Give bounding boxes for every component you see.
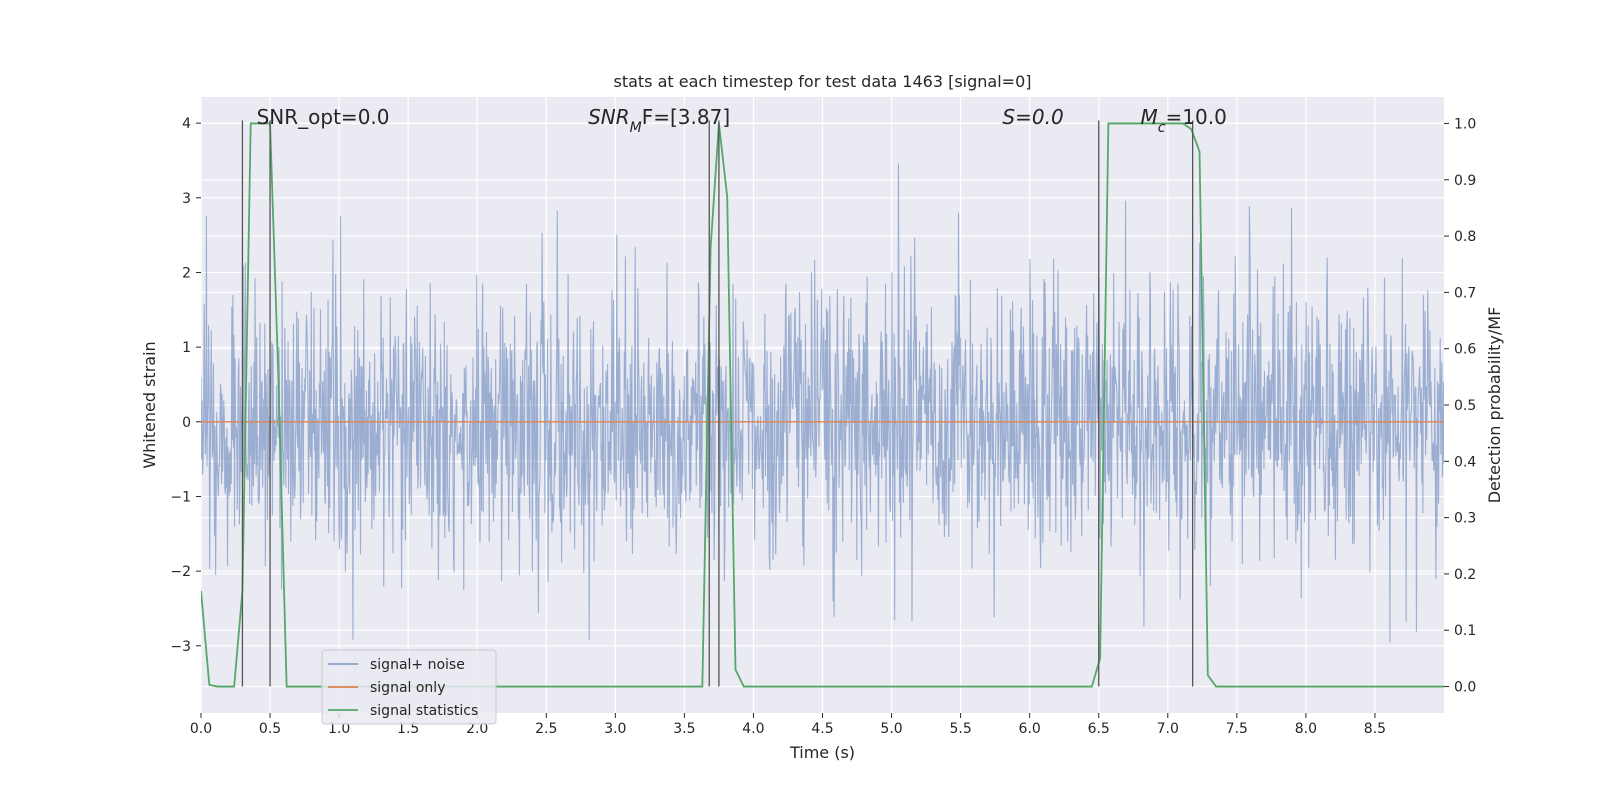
series-signal-noise (201, 163, 1444, 643)
x-tick-label: 3.0 (604, 721, 626, 737)
annotation-text: Mc=10.0 (1141, 105, 1227, 136)
y2-axis-label: Detection probability/MF (1485, 307, 1504, 504)
x-axis-label: Time (s) (789, 743, 855, 762)
x-tick-label: 1.5 (397, 721, 419, 737)
x-tick-label: 5.0 (880, 721, 902, 737)
chart-title: stats at each timestep for test data 146… (613, 72, 1031, 91)
y2-tick-label: 0.7 (1454, 285, 1476, 301)
annotation-text: S=0.0 (1002, 105, 1063, 129)
y2-tick-label: 0.4 (1454, 454, 1476, 470)
y-tick-label: 4 (182, 116, 191, 132)
x-tick-label: 1.0 (328, 721, 350, 737)
annotation-text: SNRMF=[3.87] (588, 105, 730, 136)
y-tick-label: 3 (182, 191, 191, 207)
x-tick-label: 5.5 (949, 721, 971, 737)
y2-tick-label: 0.6 (1454, 342, 1476, 358)
y-tick-label: 0 (182, 415, 191, 431)
y-tick-label: −3 (170, 639, 191, 655)
x-tick-label: 2.5 (535, 721, 557, 737)
x-tick-label: 7.0 (1157, 721, 1179, 737)
axes: 0.0 0.5 1.0 1.5 2.0 2.5 3.0 3.5 4.0 4.5 5.0 5.5 6.0 6… (170, 116, 1476, 737)
legend-label: signal statistics (370, 703, 478, 719)
legend-label: signal only (370, 680, 445, 696)
x-tick-label: 0.0 (190, 721, 212, 737)
y2-tick-label: 0.1 (1454, 623, 1476, 639)
annotation-text: SNR_opt=0.0 (257, 105, 390, 129)
y2-tick-label: 0.0 (1454, 680, 1476, 696)
x-tick-label: 0.5 (259, 721, 281, 737)
legend: signal+ noise signal only signal statistic… (321, 649, 497, 725)
y2-tick-label: 0.2 (1454, 567, 1476, 583)
legend-box (321, 649, 497, 725)
x-tick-label: 6.5 (1088, 721, 1110, 737)
x-tick-label: 4.0 (742, 721, 764, 737)
y2-tick-label: 0.5 (1454, 398, 1476, 414)
y-tick-label: −1 (170, 489, 191, 505)
y2-tick-label: 0.3 (1454, 511, 1476, 527)
y-tick-label: 2 (182, 265, 191, 281)
y-tick-label: 1 (182, 340, 191, 356)
y2-tick-label: 0.9 (1454, 173, 1476, 189)
x-tick-label: 7.5 (1226, 721, 1248, 737)
plot-area (201, 120, 1444, 688)
x-tick-label: 6.0 (1019, 721, 1041, 737)
x-tick-label: 8.0 (1295, 721, 1317, 737)
legend-label: signal+ noise (370, 657, 465, 673)
y-axis-label: Whitened strain (140, 341, 159, 468)
y-tick-label: −2 (170, 564, 191, 580)
x-tick-label: 8.5 (1364, 721, 1386, 737)
y2-tick-label: 0.8 (1454, 229, 1476, 245)
y2-tick-label: 1.0 (1454, 116, 1476, 132)
x-tick-label: 2.0 (466, 721, 488, 737)
x-tick-label: 4.5 (811, 721, 833, 737)
x-tick-label: 3.5 (673, 721, 695, 737)
